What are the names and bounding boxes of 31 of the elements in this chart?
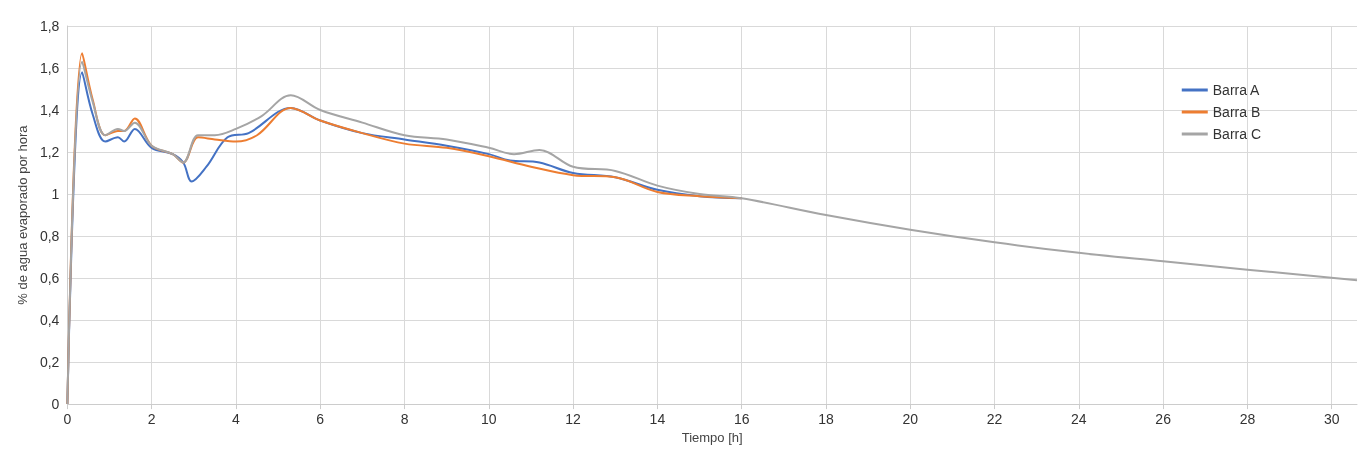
- x-tick-label: 14: [649, 411, 666, 428]
- x-tick-label: 24: [1071, 411, 1087, 428]
- x-axis-title: Tiempo [h]: [681, 430, 743, 445]
- x-tick-label: 12: [565, 411, 582, 428]
- x-tick-label: 0: [63, 411, 72, 428]
- x-tick-label: 26: [1155, 411, 1172, 428]
- y-tick-label: 1: [51, 186, 60, 203]
- y-tick-label: 0: [51, 396, 60, 413]
- y-axis-title: % de agua evaporado por hora: [15, 124, 30, 305]
- y-tick-label: 1,2: [39, 144, 60, 161]
- y-tick-label: 0,6: [39, 270, 60, 287]
- x-tick-label: 4: [232, 411, 241, 428]
- legend-label: Barra C: [1212, 126, 1261, 142]
- x-tick-label: 22: [986, 411, 1003, 428]
- y-tick-label: 1,4: [39, 102, 60, 119]
- legend-label: Barra A: [1212, 82, 1261, 98]
- y-tick-label: 0,2: [39, 354, 60, 371]
- y-tick-label: 0,4: [39, 312, 60, 329]
- x-tick-label: 6: [316, 411, 325, 428]
- y-tick-label: 0,8: [39, 228, 60, 245]
- x-tick-label: 18: [818, 411, 834, 428]
- x-tick-label: 16: [733, 411, 750, 428]
- x-tick-label: 8: [400, 411, 409, 428]
- y-tick-label: 1,6: [39, 60, 60, 77]
- x-tick-label: 28: [1239, 411, 1256, 428]
- y-tick-label: 1,8: [39, 18, 60, 34]
- legend-label: Barra B: [1212, 104, 1261, 120]
- x-tick-label: 30: [1323, 411, 1340, 428]
- x-tick-label: 20: [902, 411, 919, 428]
- x-tick-label: 10: [481, 411, 497, 428]
- x-tick-label: 2: [147, 411, 156, 428]
